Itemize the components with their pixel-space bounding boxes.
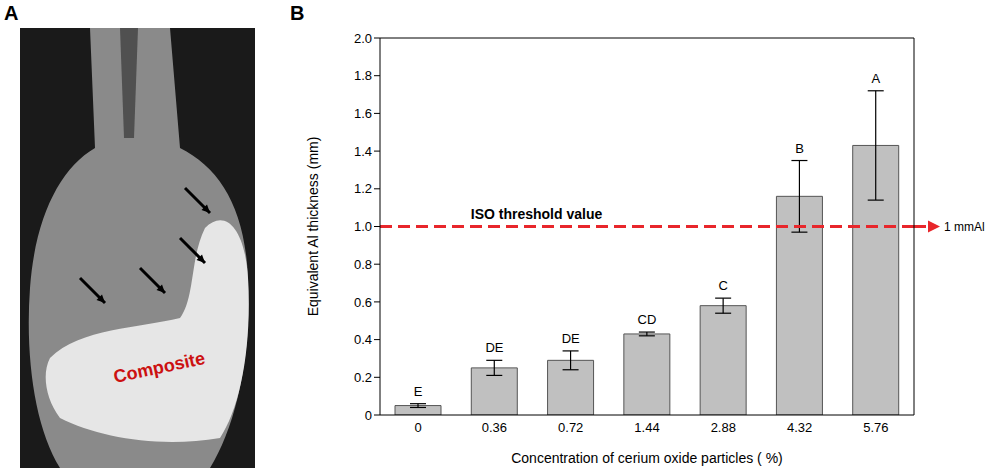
svg-text:1.8: 1.8 xyxy=(354,68,372,83)
svg-text:1 mmAl: 1 mmAl xyxy=(944,220,985,234)
svg-text:4.32: 4.32 xyxy=(787,420,812,435)
svg-text:2.88: 2.88 xyxy=(711,420,736,435)
svg-text:Composite: Composite xyxy=(112,348,207,387)
svg-text:1.4: 1.4 xyxy=(354,144,372,159)
svg-text:1.6: 1.6 xyxy=(354,106,372,121)
svg-text:0.72: 0.72 xyxy=(558,420,583,435)
svg-text:C: C xyxy=(719,278,728,293)
svg-text:0.6: 0.6 xyxy=(354,295,372,310)
svg-text:A: A xyxy=(872,71,881,86)
svg-text:Concentration of cerium oxide: Concentration of cerium oxide particles … xyxy=(511,450,783,466)
html-text:B: B xyxy=(290,2,305,24)
svg-text:E: E xyxy=(414,384,423,399)
svg-text:0.8: 0.8 xyxy=(354,257,372,272)
svg-text:DE: DE xyxy=(562,331,580,346)
svg-text:CD: CD xyxy=(638,312,657,327)
svg-text:2.0: 2.0 xyxy=(354,31,372,46)
svg-text:0.36: 0.36 xyxy=(482,420,507,435)
html-text:A: A xyxy=(4,2,19,24)
svg-text:1.44: 1.44 xyxy=(634,420,659,435)
svg-text:1.0: 1.0 xyxy=(354,219,372,234)
svg-text:1.2: 1.2 xyxy=(354,181,372,196)
svg-text:Equivalent Al thickness (mm): Equivalent Al thickness (mm) xyxy=(305,137,321,317)
svg-text:DE: DE xyxy=(485,340,503,355)
svg-text:B: B xyxy=(795,141,804,156)
svg-text:0: 0 xyxy=(415,420,422,435)
svg-text:0.4: 0.4 xyxy=(354,332,372,347)
svg-text:0: 0 xyxy=(365,408,372,423)
svg-text:ISO threshold value: ISO threshold value xyxy=(471,206,603,222)
svg-text:0.2: 0.2 xyxy=(354,370,372,385)
svg-text:5.76: 5.76 xyxy=(863,420,888,435)
